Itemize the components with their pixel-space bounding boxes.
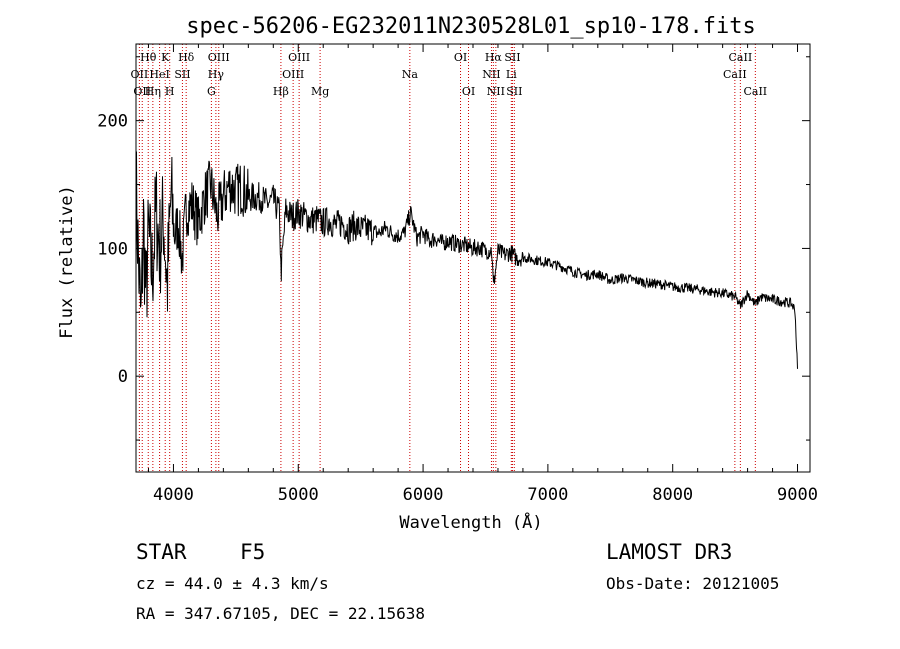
x-tick-label: 8000 bbox=[652, 485, 693, 505]
coordinates: RA = 347.67105, DEC = 22.15638 bbox=[136, 604, 425, 623]
spectral-line-label: CaII bbox=[729, 51, 753, 64]
spectral-line-label: Hβ bbox=[273, 85, 289, 98]
spectral-line-label: OII bbox=[133, 85, 151, 98]
x-tick-label: 9000 bbox=[777, 485, 818, 505]
obs-date: Obs-Date: 20121005 bbox=[606, 574, 780, 593]
spectral-line-label: OII bbox=[131, 68, 149, 81]
spectrum-line bbox=[135, 151, 798, 369]
redshift-cz: cz = 44.0 ± 4.3 km/s bbox=[136, 574, 329, 593]
y-tick-label: 100 bbox=[97, 239, 128, 259]
object-class: STAR bbox=[136, 540, 187, 564]
chart-title: spec-56206-EG232011N230528L01_sp10-178.f… bbox=[186, 14, 756, 39]
y-tick-label: 200 bbox=[97, 112, 128, 132]
spectral-line-label: HeI bbox=[149, 68, 169, 81]
y-axis: 0 100 200 bbox=[97, 56, 810, 441]
plot-frame bbox=[135, 43, 811, 473]
spectral-line-label: OIII bbox=[288, 51, 310, 64]
survey-name: LAMOST DR3 bbox=[606, 540, 733, 564]
x-tick-label: 6000 bbox=[403, 485, 444, 505]
spectral-line-label: Mg bbox=[311, 85, 329, 98]
spectral-line-label: Na bbox=[402, 68, 419, 81]
spectral-line-label: Hη bbox=[145, 85, 161, 98]
spectral-line-markers bbox=[138, 44, 756, 472]
spectral-line-label: K bbox=[161, 51, 170, 64]
spectral-line-label: NII bbox=[487, 85, 505, 98]
y-tick-label: 0 bbox=[118, 367, 128, 387]
spectral-line-label: Hδ bbox=[178, 51, 195, 64]
spectral-line-label: Hα bbox=[485, 51, 503, 64]
spectral-line-label: H bbox=[165, 85, 175, 98]
spectral-line-label: Hγ bbox=[208, 68, 225, 81]
spectral-line-label: NII bbox=[482, 68, 500, 81]
spectral-line-label: OI bbox=[454, 51, 467, 64]
x-axis: 4000 5000 6000 7000 8000 9000 bbox=[147, 44, 818, 505]
spectral-line-labels: OII OII Hθ Hη HeI K H SII Hδ G Hγ OIII Hβ OIII OIII Mg N… bbox=[131, 51, 768, 98]
x-tick-label: 5000 bbox=[278, 485, 319, 505]
spectral-line-label: OI bbox=[462, 85, 475, 98]
spectral-line-label: OIII bbox=[208, 51, 230, 64]
spectral-line-label: CaII bbox=[743, 85, 767, 98]
spectral-line-label: SII bbox=[504, 51, 520, 64]
x-tick-label: 7000 bbox=[527, 485, 568, 505]
spectral-line-label: G bbox=[207, 85, 216, 98]
spectral-line-label: Hθ bbox=[140, 51, 157, 64]
y-axis-label: Flux (relative) bbox=[57, 185, 77, 339]
x-tick-label: 4000 bbox=[153, 485, 194, 505]
spectral-line-label: OIII bbox=[282, 68, 304, 81]
spectral-line-label: SII bbox=[174, 68, 190, 81]
spectral-line-label: CaII bbox=[723, 68, 747, 81]
spectral-line-label: SII bbox=[506, 85, 522, 98]
object-subclass: F5 bbox=[240, 540, 266, 564]
spectral-line-label: Li bbox=[506, 68, 517, 81]
x-axis-label: Wavelength (Å) bbox=[399, 511, 542, 533]
